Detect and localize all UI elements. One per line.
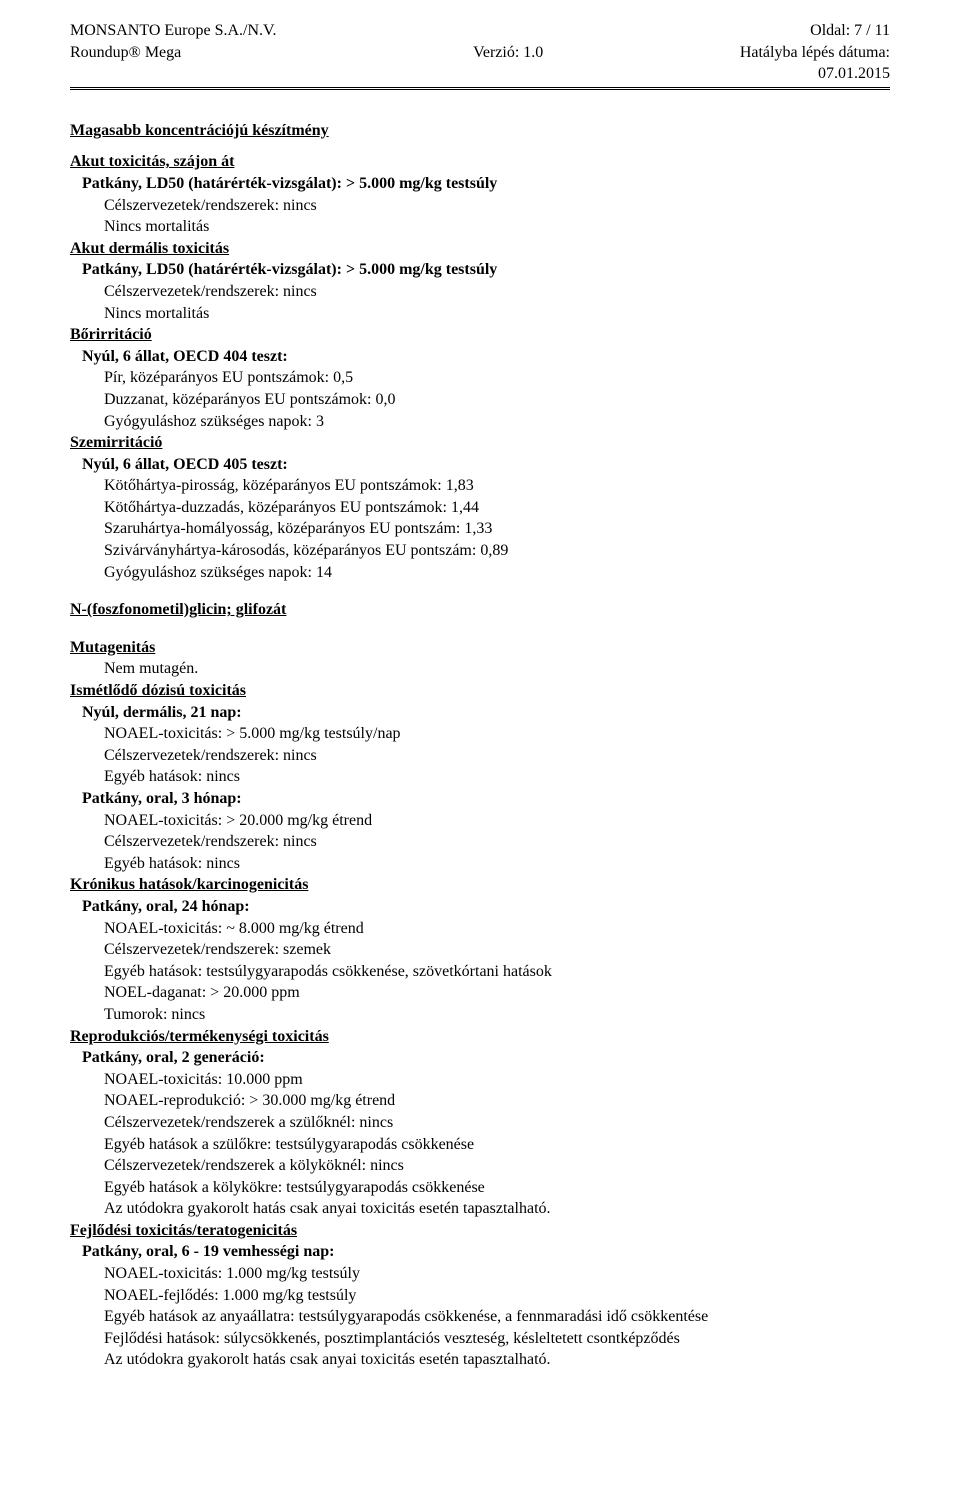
dermal-test: Patkány, LD50 (határérték-vizsgálat): > … bbox=[70, 259, 890, 281]
repro-l2: NOAEL-reprodukció: > 30.000 mg/kg étrend bbox=[70, 1090, 890, 1112]
dermal-test-text: Patkány, LD50 (határérték-vizsgálat): > … bbox=[82, 261, 497, 278]
skin-heading: Bőrirritáció bbox=[70, 324, 890, 346]
chr-l2: Célszervezetek/rendszerek: szemek bbox=[70, 939, 890, 961]
prep-title: Magasabb koncentrációjú készítmény bbox=[70, 120, 890, 142]
dermal-l2: Célszervezetek/rendszerek: nincs bbox=[70, 281, 890, 303]
version-label: Verzió: 1.0 bbox=[473, 42, 543, 64]
page-label: Oldal: 7 / 11 bbox=[740, 20, 890, 42]
dev-l3: Egyéb hatások az anyaállatra: testsúlygy… bbox=[70, 1306, 890, 1328]
dev-l5: Az utódokra gyakorolt hatás csak anyai t… bbox=[70, 1349, 890, 1371]
header-left: MONSANTO Europe S.A./N.V. Roundup® Mega bbox=[70, 20, 277, 63]
eye-test: Nyúl, 6 állat, OECD 405 teszt: bbox=[70, 454, 890, 476]
rep-t1: Nyúl, dermális, 21 nap: bbox=[70, 702, 890, 724]
dev-l2: NOAEL-fejlődés: 1.000 mg/kg testsúly bbox=[70, 1285, 890, 1307]
mut-heading: Mutagenitás bbox=[70, 637, 890, 659]
effective-date-label: Hatályba lépés dátuma: bbox=[740, 42, 890, 64]
repro-l3: Célszervezetek/rendszerek a szülőknél: n… bbox=[70, 1112, 890, 1134]
chr-l3: Egyéb hatások: testsúlygyarapodás csökke… bbox=[70, 961, 890, 983]
repro-l7: Az utódokra gyakorolt hatás csak anyai t… bbox=[70, 1198, 890, 1220]
rep-t1l1: NOAEL-toxicitás: > 5.000 mg/kg testsúly/… bbox=[70, 723, 890, 745]
eye-heading: Szemirritáció bbox=[70, 432, 890, 454]
dev-heading: Fejlődési toxicitás/teratogenicitás bbox=[70, 1220, 890, 1242]
eye-l4: Szivárványhártya-károsodás, középarányos… bbox=[70, 540, 890, 562]
product-name: Roundup® Mega bbox=[70, 42, 277, 64]
rep-heading: Ismétlődő dózisú toxicitás bbox=[70, 680, 890, 702]
header-right: Oldal: 7 / 11 Hatályba lépés dátuma: 07.… bbox=[740, 20, 890, 85]
company-name: MONSANTO Europe S.A./N.V. bbox=[70, 20, 277, 42]
dev-l4: Fejlődési hatások: súlycsökkenés, poszti… bbox=[70, 1328, 890, 1350]
skin-l2: Duzzanat, középarányos EU pontszámok: 0,… bbox=[70, 389, 890, 411]
rep-t1l2: Célszervezetek/rendszerek: nincs bbox=[70, 745, 890, 767]
rep-t1l3: Egyéb hatások: nincs bbox=[70, 766, 890, 788]
rep-t2l2: Célszervezetek/rendszerek: nincs bbox=[70, 831, 890, 853]
repro-l1: NOAEL-toxicitás: 10.000 ppm bbox=[70, 1069, 890, 1091]
eye-l3: Szaruhártya-homályosság, középarányos EU… bbox=[70, 518, 890, 540]
oral-heading: Akut toxicitás, szájon át bbox=[70, 151, 890, 173]
repro-t1: Patkány, oral, 2 generáció: bbox=[70, 1047, 890, 1069]
mut-l1: Nem mutagén. bbox=[70, 658, 890, 680]
eye-l5: Gyógyuláshoz szükséges napok: 14 bbox=[70, 562, 890, 584]
effective-date: 07.01.2015 bbox=[740, 63, 890, 85]
chr-l1: NOAEL-toxicitás: ~ 8.000 mg/kg étrend bbox=[70, 918, 890, 940]
dev-l1: NOAEL-toxicitás: 1.000 mg/kg testsúly bbox=[70, 1263, 890, 1285]
eye-l2: Kötőhártya-duzzadás, középarányos EU pon… bbox=[70, 497, 890, 519]
chr-t1: Patkány, oral, 24 hónap: bbox=[70, 896, 890, 918]
rep-t2l1: NOAEL-toxicitás: > 20.000 mg/kg étrend bbox=[70, 810, 890, 832]
rep-t2l3: Egyéb hatások: nincs bbox=[70, 853, 890, 875]
skin-test: Nyúl, 6 állat, OECD 404 teszt: bbox=[70, 346, 890, 368]
dermal-heading: Akut dermális toxicitás bbox=[70, 238, 890, 260]
ingredient-title: N-(foszfonometil)glicin; glifozát bbox=[70, 599, 890, 621]
document-header: MONSANTO Europe S.A./N.V. Roundup® Mega … bbox=[70, 20, 890, 90]
repro-l6: Egyéb hatások a kölykökre: testsúlygyara… bbox=[70, 1177, 890, 1199]
repro-l4: Egyéb hatások a szülőkre: testsúlygyarap… bbox=[70, 1134, 890, 1156]
repro-heading: Reprodukciós/termékenységi toxicitás bbox=[70, 1026, 890, 1048]
dev-t1: Patkány, oral, 6 - 19 vemhességi nap: bbox=[70, 1241, 890, 1263]
chr-l4: NOEL-daganat: > 20.000 ppm bbox=[70, 982, 890, 1004]
oral-l2: Célszervezetek/rendszerek: nincs bbox=[70, 195, 890, 217]
skin-l1: Pír, középarányos EU pontszámok: 0,5 bbox=[70, 367, 890, 389]
dermal-l3: Nincs mortalitás bbox=[70, 303, 890, 325]
oral-test: Patkány, LD50 (határérték-vizsgálat): > … bbox=[70, 173, 890, 195]
header-center: Verzió: 1.0 bbox=[473, 20, 543, 63]
skin-l3: Gyógyuláshoz szükséges napok: 3 bbox=[70, 411, 890, 433]
rep-t2: Patkány, oral, 3 hónap: bbox=[70, 788, 890, 810]
oral-test-text: Patkány, LD50 (határérték-vizsgálat): > … bbox=[82, 175, 497, 192]
repro-l5: Célszervezetek/rendszerek a kölyköknél: … bbox=[70, 1155, 890, 1177]
chr-heading: Krónikus hatások/karcinogenicitás bbox=[70, 874, 890, 896]
oral-l3: Nincs mortalitás bbox=[70, 216, 890, 238]
chr-l5: Tumorok: nincs bbox=[70, 1004, 890, 1026]
eye-l1: Kötőhártya-pirosság, középarányos EU pon… bbox=[70, 475, 890, 497]
